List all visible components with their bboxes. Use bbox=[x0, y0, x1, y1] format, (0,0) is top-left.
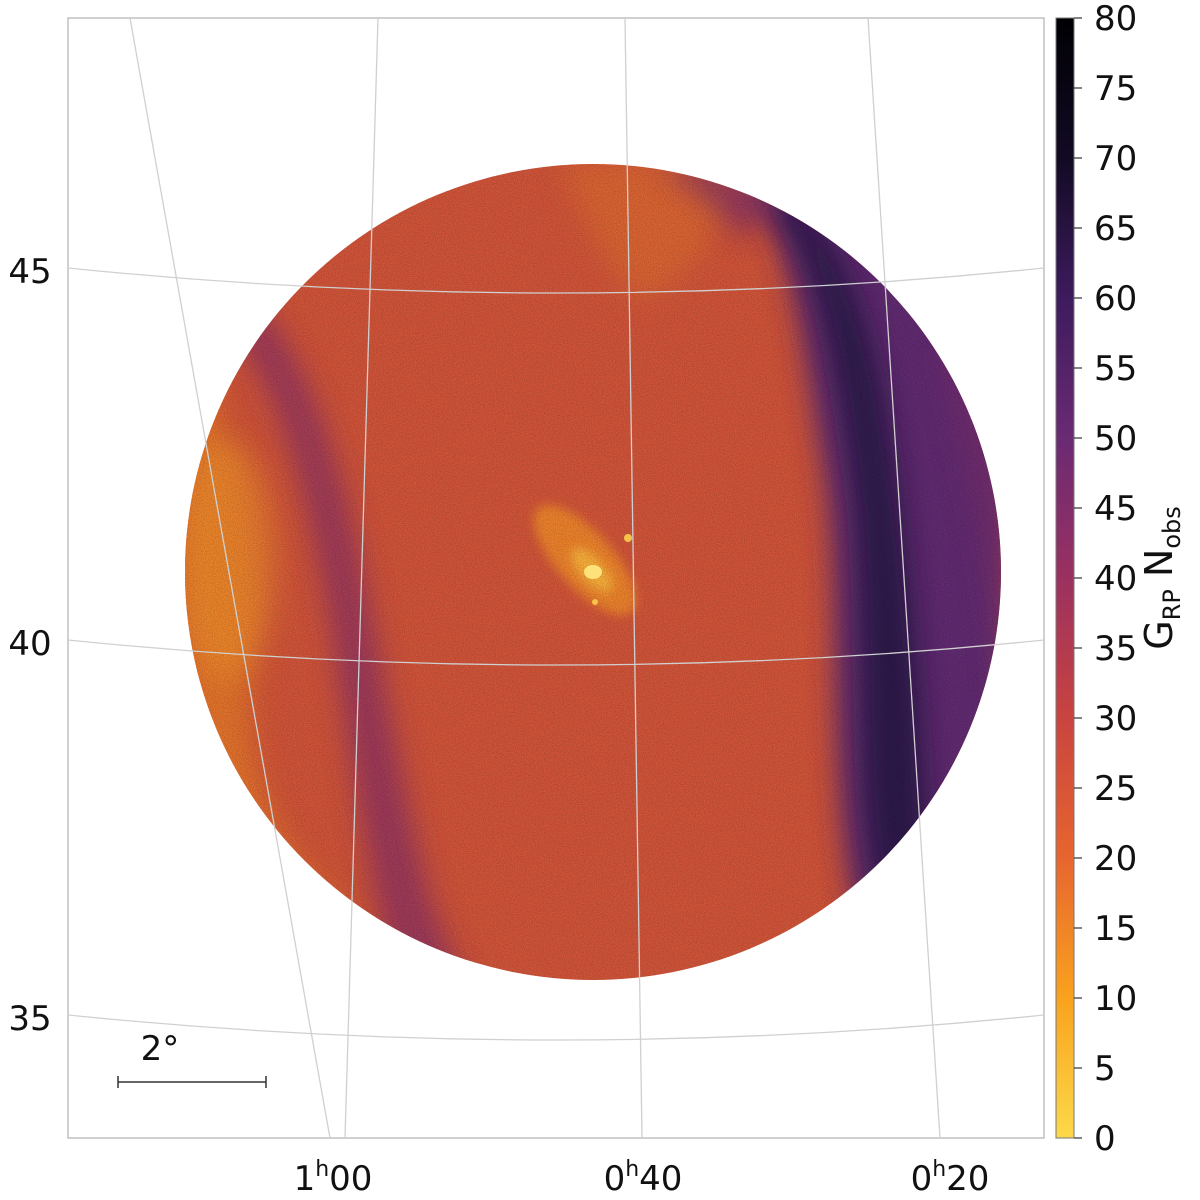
dec-gridline-35 bbox=[68, 1014, 1044, 1041]
ra-gridline-0h40 bbox=[624, 18, 643, 1138]
ra-axis: 1h00 0h40 0h20 bbox=[294, 1157, 990, 1199]
colorbar-tick-label: 65 bbox=[1094, 209, 1137, 249]
dec-gridline-40 bbox=[68, 639, 1044, 666]
dec-gridline-45 bbox=[68, 267, 1044, 294]
coordinate-grid bbox=[68, 18, 1044, 1138]
colorbar-tick-label: 40 bbox=[1094, 559, 1137, 599]
colorbar-label: GRP Nobs bbox=[1137, 506, 1186, 650]
heatmap-disk bbox=[185, 164, 1001, 980]
ra-tick-label: 1h00 bbox=[294, 1157, 373, 1199]
colorbar-tick-label: 75 bbox=[1094, 69, 1137, 109]
colorbar-ramp bbox=[1055, 17, 1075, 1139]
ra-tick-label: 0h20 bbox=[911, 1157, 990, 1199]
colorbar-tick-label: 50 bbox=[1094, 419, 1137, 459]
colorbar-tick-label: 30 bbox=[1094, 699, 1137, 739]
satellite-point bbox=[592, 599, 598, 605]
colorbar: 0 5 10 15 20 25 30 35 40 45 50 55 60 65 70 75 80 GRP Nob… bbox=[1055, 0, 1186, 1159]
dec-axis: 45 40 35 bbox=[8, 252, 51, 1039]
colorbar-tick-label: 60 bbox=[1094, 279, 1137, 319]
scale-bar-label: 2° bbox=[141, 1029, 180, 1069]
satellite-point bbox=[624, 534, 632, 542]
colorbar-tick-label: 55 bbox=[1094, 349, 1137, 389]
dec-tick-label: 40 bbox=[8, 624, 51, 664]
ra-gridline-0h50 bbox=[344, 18, 379, 1138]
colorbar-tick-label: 35 bbox=[1094, 629, 1137, 669]
scale-bar: 2° bbox=[117, 1029, 267, 1088]
dec-tick-label: 45 bbox=[8, 252, 51, 292]
colorbar-tick-label: 20 bbox=[1094, 839, 1137, 879]
colorbar-tick-label: 5 bbox=[1094, 1049, 1116, 1089]
colorbar-tick-label: 45 bbox=[1094, 489, 1137, 529]
galaxy-core bbox=[584, 565, 602, 579]
colorbar-tick-label: 0 bbox=[1094, 1119, 1116, 1159]
colorbar-tick-label: 10 bbox=[1094, 979, 1137, 1019]
dec-tick-label: 35 bbox=[8, 999, 51, 1039]
colorbar-tick-label: 70 bbox=[1094, 139, 1137, 179]
colorbar-tick-label: 80 bbox=[1094, 0, 1137, 39]
ra-gridline-0h30 bbox=[867, 18, 941, 1138]
colorbar-tick-label: 25 bbox=[1094, 769, 1137, 809]
ra-gridline-1h00 bbox=[129, 18, 331, 1138]
colorbar-tick-label: 15 bbox=[1094, 909, 1137, 949]
ra-tick-label: 0h40 bbox=[604, 1157, 683, 1199]
